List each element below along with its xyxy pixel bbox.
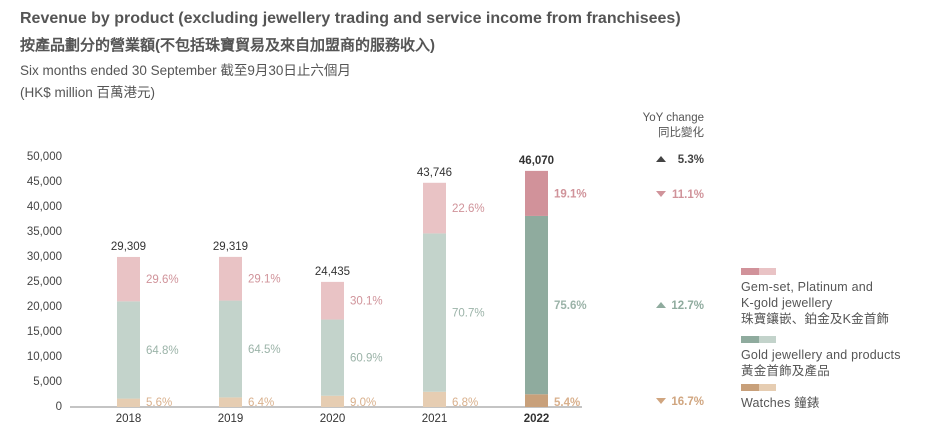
bar-percent-label: 6.8% [452, 397, 478, 409]
bar-percent-label: 29.6% [146, 274, 179, 286]
bar-segment [117, 301, 140, 399]
bar-percent-label: 22.6% [452, 203, 485, 215]
yoy-value: 12.7% [671, 300, 704, 312]
unit-label: (HK$ million 百萬港元) [20, 85, 156, 100]
y-tick-label: 25,000 [27, 276, 62, 288]
bar-segment [117, 256, 140, 302]
triangle-up-icon [656, 156, 666, 162]
legend-item-gold: Gold jewellery and products 黃金首飾及產品 [741, 336, 901, 379]
legend-label-zh: 黃金首飾及產品 [741, 364, 830, 378]
bar-percent-label: 70.7% [452, 308, 485, 320]
bar-total-label: 43,746 [417, 167, 452, 179]
yoy-value: 16.7% [671, 396, 704, 408]
triangle-down-icon [656, 398, 666, 404]
legend-label: Gold jewellery and products [741, 348, 901, 362]
bar-percent-label: 30.1% [350, 296, 383, 308]
yoy-value: 5.3% [678, 154, 704, 166]
chart-title: Revenue by product (excluding jewellery … [20, 10, 681, 27]
bar-total-label: 46,070 [519, 155, 554, 167]
bar-percent-label: 60.9% [350, 353, 383, 365]
bar-segment [219, 397, 242, 407]
bar-segment [117, 398, 140, 407]
legend-swatch-watches [741, 384, 776, 391]
bar-segment [423, 391, 446, 407]
yoy-title-zh: 同比變化 [658, 125, 704, 139]
legend-label-zh: 珠寶鑲嵌、鉑金及K金首飾 [741, 312, 890, 326]
bar-segment [321, 281, 344, 320]
x-tick-label: 2020 [320, 413, 346, 425]
triangle-down-icon [656, 191, 666, 197]
y-tick-label: 10,000 [27, 351, 62, 363]
bar-segment [423, 182, 446, 234]
bar-segment [219, 300, 242, 398]
bar-percent-label: 75.6% [554, 300, 587, 312]
y-tick-label: 50,000 [27, 151, 62, 163]
yoy-value: 11.1% [672, 189, 704, 201]
y-tick-label: 20,000 [27, 301, 62, 313]
legend-label: Watches 鐘錶 [741, 396, 820, 410]
legend-label: Gem-set, Platinum and [741, 280, 874, 294]
bar-segment [525, 394, 548, 407]
y-tick-label: 30,000 [27, 251, 62, 263]
bar-segment [321, 395, 344, 407]
y-tick-label: 45,000 [27, 176, 62, 188]
triangle-up-icon [656, 302, 666, 308]
x-tick-label: 2022 [524, 413, 550, 425]
bar-total-label: 29,309 [111, 241, 146, 253]
y-tick-label: 0 [56, 401, 62, 413]
legend-swatch-gem [741, 268, 776, 275]
bar-percent-label: 5.6% [146, 397, 172, 409]
legend-label: K-gold jewellery [741, 296, 833, 310]
bar-percent-label: 64.5% [248, 344, 281, 356]
legend-swatch-gold [741, 336, 776, 343]
legend-item-watches: Watches 鐘錶 [741, 384, 820, 411]
bar-segment [525, 215, 548, 395]
x-tick-label: 2021 [422, 413, 448, 425]
bar-segment [423, 233, 446, 392]
y-tick-label: 35,000 [27, 226, 62, 238]
bar-percent-label: 6.4% [248, 397, 274, 409]
bar-segment [219, 256, 242, 301]
bar-percent-label: 64.8% [146, 345, 179, 357]
chart-title-zh: 按產品劃分的營業額(不包括珠寶貿易及來自加盟商的服務收入) [20, 37, 435, 54]
yoy-title: YoY change [643, 112, 704, 124]
legend-item-gem: Gem-set, Platinum and K-gold jewellery 珠… [741, 268, 889, 327]
bar-percent-label: 9.0% [350, 397, 376, 409]
x-tick-label: 2018 [116, 413, 142, 425]
y-tick-label: 15,000 [27, 326, 62, 338]
period-subtitle: Six months ended 30 September 截至9月30日止六個… [20, 63, 351, 78]
y-tick-label: 5,000 [33, 376, 62, 388]
bar-segment [321, 319, 344, 396]
y-tick-label: 40,000 [27, 201, 62, 213]
x-tick-label: 2019 [218, 413, 244, 425]
bar-percent-label: 19.1% [554, 188, 587, 200]
bar-segment [525, 170, 548, 216]
bar-percent-label: 29.1% [248, 274, 281, 286]
bar-percent-label: 5.4% [554, 397, 580, 409]
bar-total-label: 29,319 [213, 241, 248, 253]
bar-total-label: 24,435 [315, 266, 350, 278]
